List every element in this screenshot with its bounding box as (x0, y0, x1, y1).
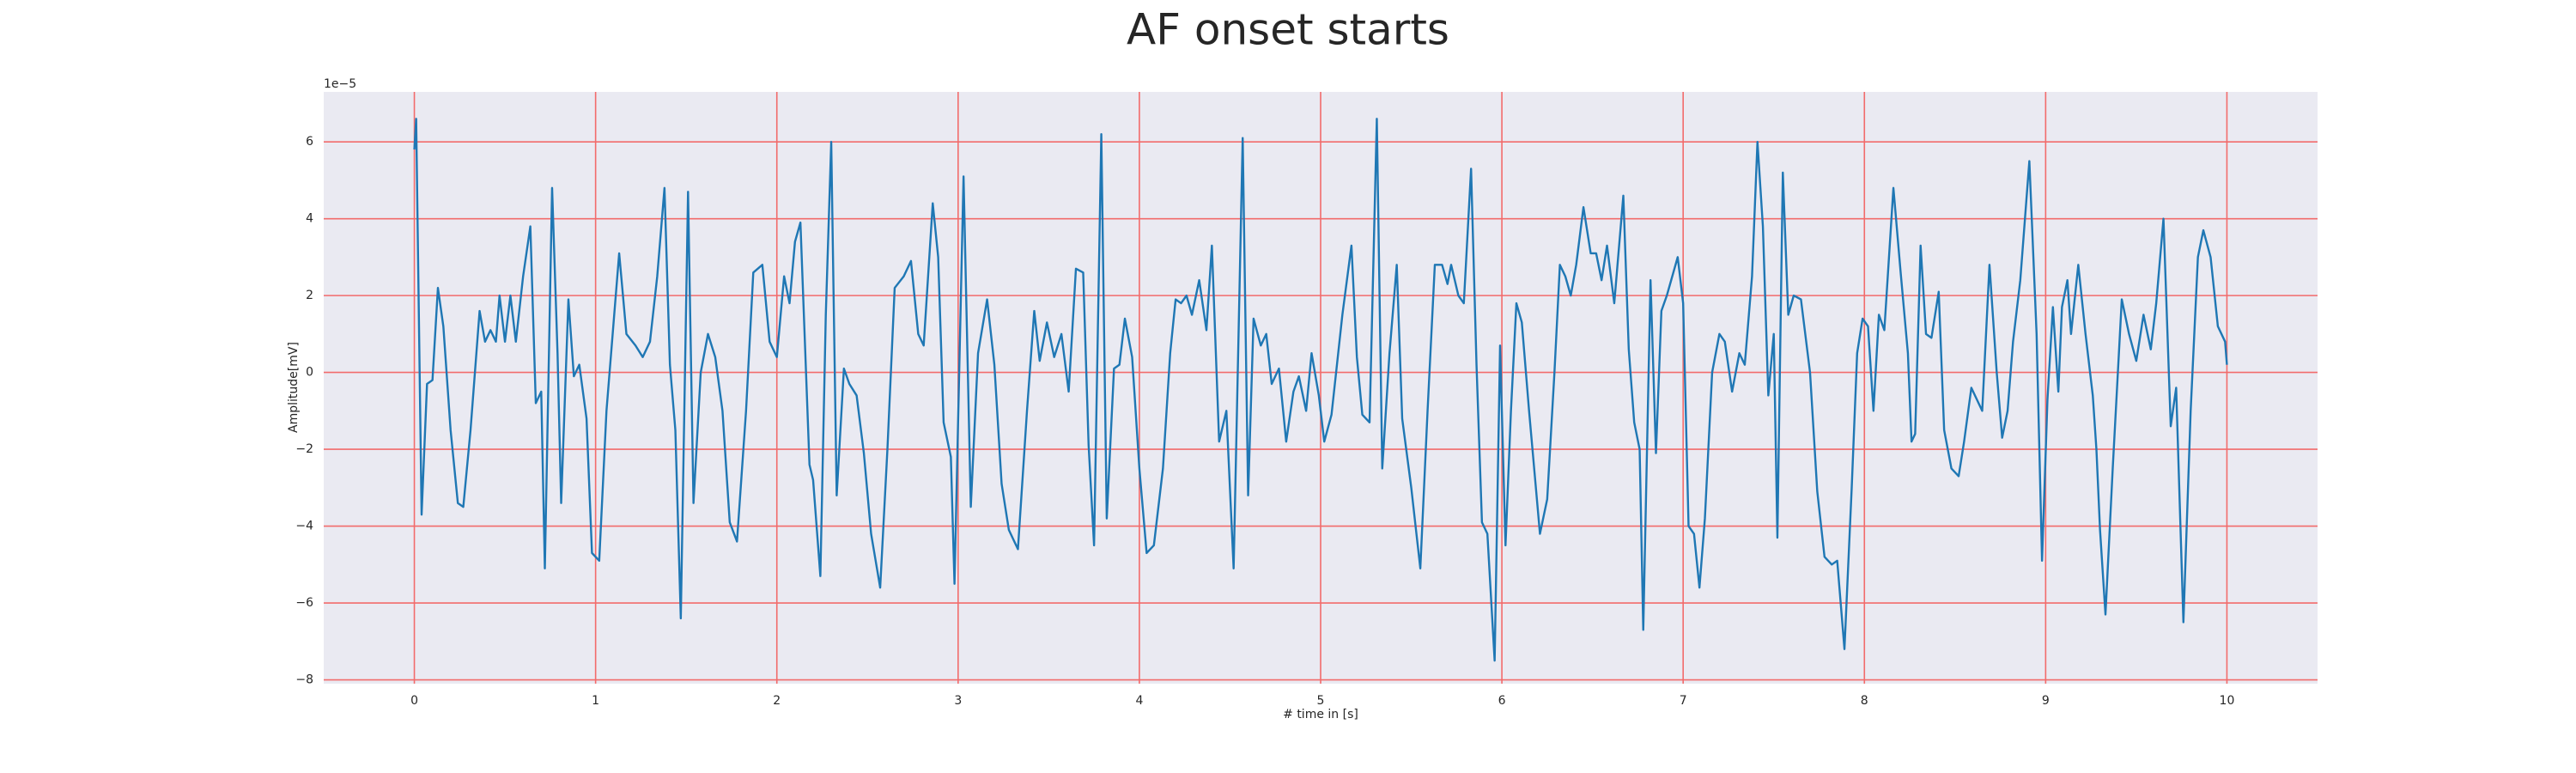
x-tick-label: 5 (1317, 694, 1325, 708)
y-tick-label: −4 (295, 520, 313, 533)
y-tick-label: 2 (306, 289, 313, 302)
x-tick-label: 6 (1498, 694, 1506, 708)
x-tick-label: 10 (2220, 694, 2235, 708)
chart-title: AF onset starts (1127, 5, 1449, 55)
x-tick-label: 8 (1861, 694, 1868, 708)
y-tick-label: 4 (306, 212, 313, 226)
x-tick-label: 2 (773, 694, 781, 708)
x-tick-label: 7 (1680, 694, 1687, 708)
y-tick-label: −8 (295, 673, 313, 687)
x-tick-label: 4 (1135, 694, 1143, 708)
signal-line (413, 118, 2228, 662)
y-tick-label: −6 (295, 596, 313, 610)
x-tick-label: 1 (592, 694, 599, 708)
x-axis-label: # time in [s] (1283, 708, 1358, 721)
offset-label: 1e−5 (324, 77, 356, 91)
y-tick-label: −2 (295, 442, 313, 456)
y-tick-label: 6 (306, 135, 313, 149)
x-tick-label: 0 (410, 694, 418, 708)
y-axis-label: Amplitude[mV] (287, 342, 301, 433)
y-tick-label: 0 (306, 366, 313, 380)
x-tick-label: 3 (954, 694, 962, 708)
x-tick-label: 9 (2042, 694, 2050, 708)
